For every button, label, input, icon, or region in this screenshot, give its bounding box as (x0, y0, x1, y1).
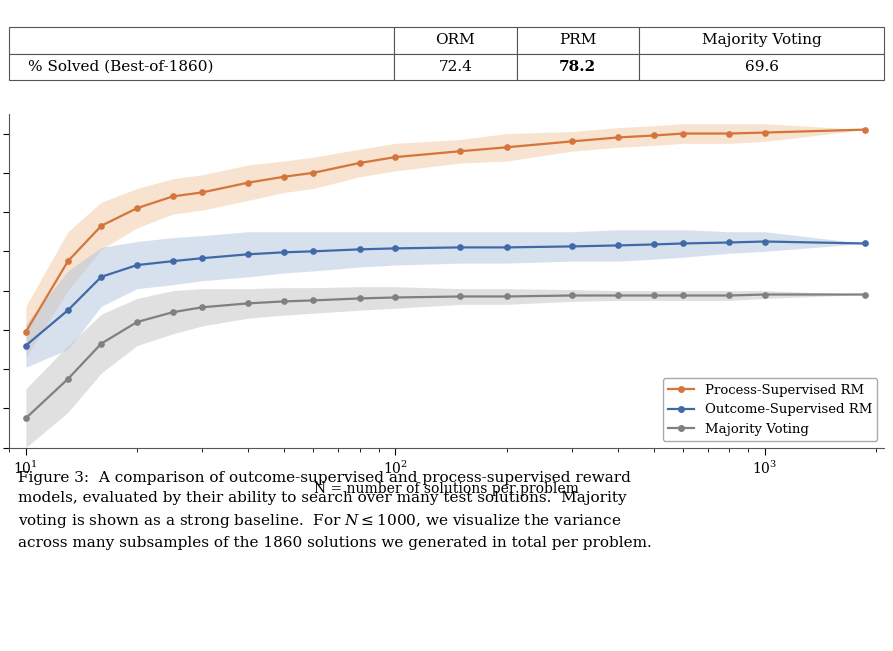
X-axis label: N = number of solutions per problem: N = number of solutions per problem (314, 482, 579, 496)
Text: Figure 3:  A comparison of outcome-supervised and process-supervised reward
mode: Figure 3: A comparison of outcome-superv… (18, 471, 651, 550)
Legend: Process-Supervised RM, Outcome-Supervised RM, Majority Voting: Process-Supervised RM, Outcome-Supervise… (663, 378, 878, 441)
